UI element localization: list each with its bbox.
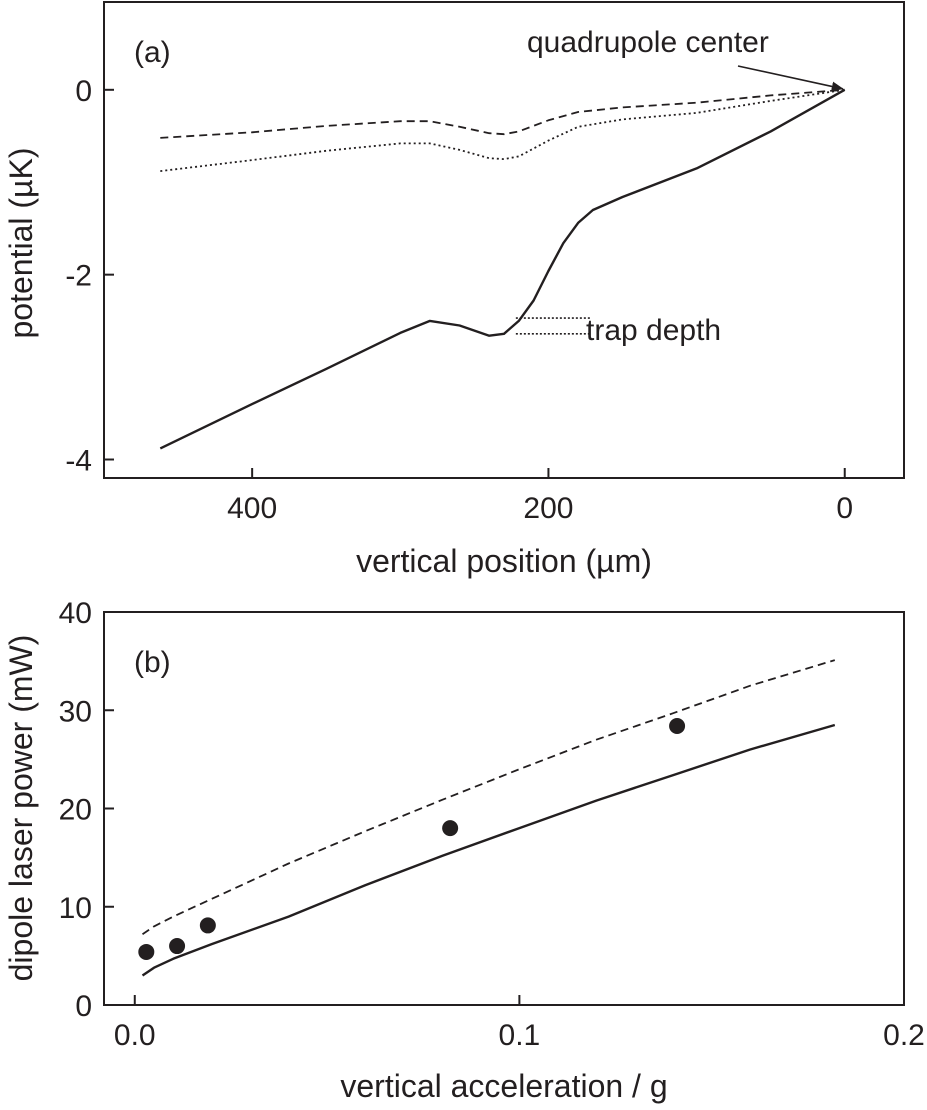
panel-b-frame — [103, 611, 905, 1006]
y-tick-label: -2 — [65, 260, 92, 293]
series-line-dotted — [160, 88, 845, 172]
y-tick-label: -4 — [65, 445, 92, 478]
panel-b-series — [141, 659, 836, 977]
quadrupole-center-annotation: quadrupole center — [527, 26, 769, 59]
panel-b: (b) 0.0 0.1 0.2 0 10 20 30 40 vertical acceler… — [3, 597, 925, 1104]
panel-b-y-ticks: 0 10 20 30 40 — [59, 597, 114, 1023]
x-tick-label: 200 — [523, 492, 573, 525]
y-tick-label: 20 — [59, 794, 92, 827]
panel-a-series — [159, 88, 846, 450]
data-point — [138, 943, 155, 960]
series-line-solid — [141, 723, 836, 977]
x-tick-label: 0.2 — [883, 1019, 925, 1052]
panel-b-x-ticks: 0.0 0.1 0.2 — [114, 995, 925, 1052]
y-tick-label: 0 — [75, 75, 92, 108]
data-point — [442, 820, 459, 837]
trap-depth-annotation: trap depth — [586, 314, 721, 347]
panel-b-points — [138, 717, 686, 960]
y-tick-label: 10 — [59, 892, 92, 925]
x-tick-label: 400 — [227, 492, 277, 525]
series-line-dashed — [160, 88, 845, 139]
y-tick-label: 30 — [59, 695, 92, 728]
series-line-solid — [159, 88, 846, 450]
quadrupole-center-arrow — [737, 65, 844, 92]
y-tick-label: 0 — [75, 990, 92, 1023]
data-point — [169, 938, 186, 955]
panel-b-x-axis-label: vertical acceleration / g — [340, 1068, 667, 1104]
panel-a-annotations: quadrupole center trap depth — [515, 26, 844, 347]
panel-a-x-axis-label: vertical position (µm) — [356, 543, 652, 579]
panel-a-label: (a) — [134, 36, 171, 69]
data-point — [669, 717, 686, 734]
panel-a-frame — [103, 1, 905, 479]
panel-b-y-axis-label: dipole laser power (mW) — [3, 635, 39, 982]
panel-a-y-axis-label: potential (µK) — [3, 148, 39, 339]
x-tick-label: 0.1 — [499, 1019, 541, 1052]
x-tick-label: 0 — [836, 492, 853, 525]
y-tick-label: 40 — [59, 597, 92, 630]
panel-a-x-ticks: 400 200 0 — [227, 468, 853, 525]
panel-a: (a) 400 200 0 0 -2 -4 quadrupole center trap… — [3, 1, 905, 579]
data-point — [199, 917, 216, 934]
x-tick-label: 0.0 — [114, 1019, 156, 1052]
series-line-dashed — [141, 659, 836, 936]
panel-a-y-ticks: 0 -2 -4 — [65, 75, 114, 478]
panel-b-label: (b) — [134, 646, 171, 679]
